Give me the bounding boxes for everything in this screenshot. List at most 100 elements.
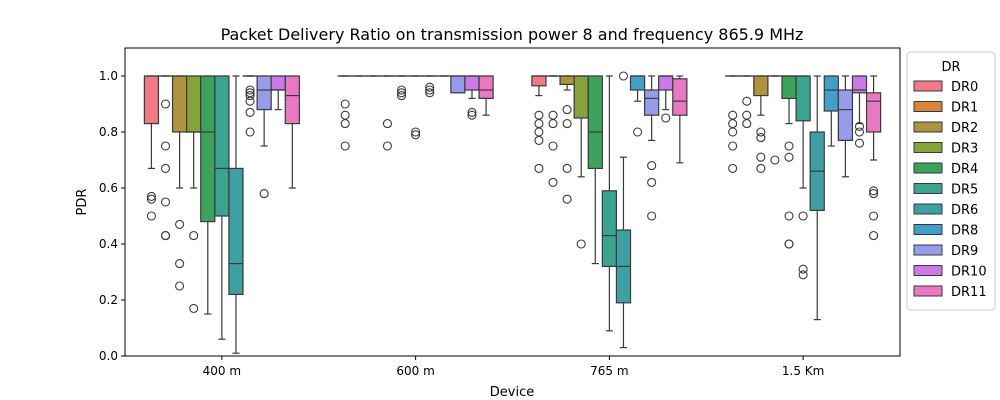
outlier-point: [728, 141, 738, 151]
box-body: [284, 75, 300, 125]
legend-label-dr2: DR2: [951, 121, 978, 136]
legend-swatch-dr11: [913, 285, 943, 297]
legend-swatch-dr1: [913, 101, 943, 112]
legend-label-dr5: DR5: [951, 183, 978, 198]
outlier-point: [160, 197, 171, 207]
outlier-point: [562, 119, 572, 129]
outlier-point: [411, 130, 421, 140]
box-dr6-1: [422, 75, 438, 98]
outlier-point: [798, 264, 808, 274]
outlier-point: [562, 105, 572, 115]
box-dr10-0: [270, 75, 286, 111]
legend-label-dr6: DR6: [951, 203, 978, 218]
outlier-point: [245, 85, 255, 95]
outlier-point: [633, 127, 643, 137]
outlier-point: [146, 191, 156, 201]
box-dr3-1: [379, 75, 396, 151]
box-dr11-2: [672, 75, 688, 164]
outlier-point: [728, 119, 738, 129]
legend-swatch-dr2: [913, 121, 943, 133]
box-body: [837, 89, 854, 142]
chart-title: Packet Delivery Ratio on transmission po…: [221, 25, 804, 44]
outlier-point: [728, 127, 738, 137]
legend-swatch-dr4: [913, 162, 943, 174]
box-body: [851, 75, 868, 94]
box-body: [531, 75, 547, 87]
legend-label-dr1: DR1: [951, 101, 978, 116]
legend-swatch-dr6: [913, 203, 943, 215]
outlier-point: [175, 259, 185, 269]
outlier-point: [728, 163, 738, 173]
outlier-point: [160, 99, 171, 109]
legend-label-dr4: DR4: [951, 162, 978, 177]
box-body: [781, 75, 797, 99]
x-tick-label: 1.5 Km: [782, 364, 824, 378]
outlier-point: [784, 211, 794, 221]
box-dr8-0: [242, 75, 258, 137]
outlier-point: [146, 194, 156, 204]
box-dr5-3: [795, 75, 811, 280]
box-dr6-0: [228, 75, 244, 354]
outlier-point: [756, 163, 766, 173]
outlier-point: [340, 141, 350, 151]
box-body: [601, 190, 618, 268]
outlier-point: [425, 82, 435, 92]
box-dr10-2: [658, 75, 674, 123]
outlier-point: [534, 110, 544, 120]
box-dr5-0: [214, 75, 230, 340]
outlier-point: [396, 91, 407, 101]
box-dr4-2: [587, 75, 603, 265]
box-dr0-1: [337, 75, 353, 151]
outlier-point: [756, 127, 766, 137]
outlier-point: [160, 141, 171, 151]
outlier-point: [742, 96, 752, 106]
outlier-point: [382, 119, 392, 129]
legend-label-dr10: DR10: [951, 265, 987, 280]
outlier-point: [854, 138, 865, 148]
legend-title: DR: [941, 60, 960, 75]
y-tick-label: 0.0: [99, 349, 118, 363]
outlier-point: [411, 127, 421, 137]
box-body: [464, 75, 480, 91]
box-dr10-1: [464, 75, 480, 120]
x-tick-label: 600 m: [396, 364, 434, 378]
box-body: [823, 75, 839, 112]
box-dr6-3: [809, 75, 825, 321]
outlier-point: [425, 88, 435, 98]
outlier-point: [647, 161, 657, 171]
outlier-point: [245, 91, 255, 101]
box-dr1-2: [545, 75, 561, 187]
legend-swatch-dr0: [913, 80, 943, 92]
box-dr2-2: [559, 75, 575, 204]
outlier-point: [647, 177, 657, 187]
outlier-point: [728, 110, 738, 120]
box-body: [450, 75, 466, 94]
outlier-point: [160, 163, 171, 173]
box-dr11-3: [865, 75, 882, 241]
box-dr0-0: [143, 75, 160, 221]
box-body: [658, 75, 674, 91]
outlier-point: [425, 85, 435, 95]
box-dr2-0: [171, 75, 188, 291]
outlier-point: [396, 85, 407, 95]
outlier-point: [869, 186, 879, 196]
outlier-point: [798, 270, 808, 280]
legend-label-dr9: DR9: [951, 244, 978, 259]
box-body: [186, 75, 202, 133]
y-tick-label: 0.2: [99, 293, 118, 307]
x-axis-label: Device: [490, 385, 534, 400]
box-body: [559, 75, 575, 85]
box-dr11-1: [478, 75, 494, 116]
outlier-point: [534, 127, 544, 137]
box-body: [143, 75, 160, 125]
x-tick-label: 765 m: [590, 364, 628, 378]
legend: DR DR0 DR1 DR2 DR3 DR4 DR5 DR6 DR8 DR9 DR10 DR11: [906, 51, 996, 311]
outlier-point: [189, 303, 199, 313]
outlier-point: [548, 141, 558, 151]
outlier-point: [467, 110, 477, 120]
box-dr0-2: [531, 75, 547, 173]
legend-swatch-dr8: [913, 224, 943, 235]
outlier-point: [467, 107, 477, 117]
outlier-point: [340, 99, 350, 109]
legend-swatch-dr3: [913, 142, 943, 153]
